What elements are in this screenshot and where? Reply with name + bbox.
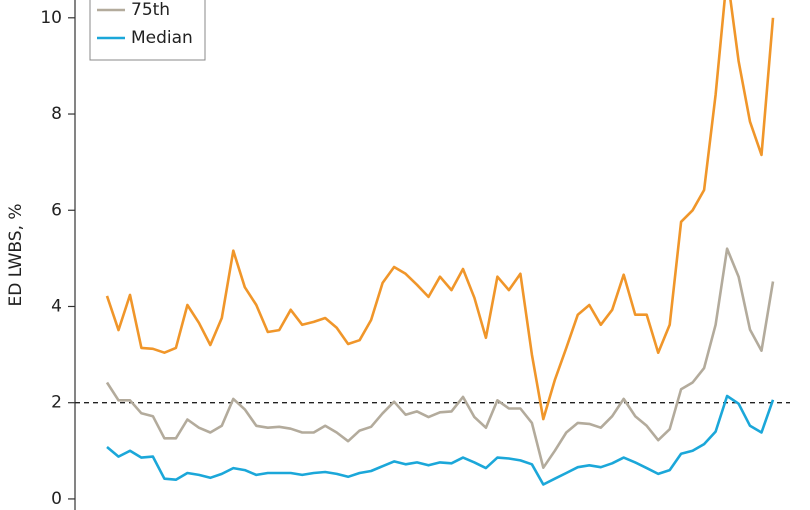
- series-line: [105, 247, 775, 469]
- series-line: [105, 0, 775, 421]
- y-tick-label: 4: [51, 296, 62, 316]
- y-tick-label: 2: [51, 393, 62, 413]
- series-line: [106, 394, 775, 486]
- y-tick-label: 10: [40, 8, 62, 28]
- y-tick-label: 8: [51, 104, 62, 124]
- legend-label: 75th: [131, 0, 170, 20]
- legend-label: Median: [131, 28, 193, 48]
- y-axis-label: ED LWBS, %: [6, 203, 26, 306]
- y-tick-label: 0: [51, 489, 62, 509]
- y-tick-label: 6: [51, 200, 62, 220]
